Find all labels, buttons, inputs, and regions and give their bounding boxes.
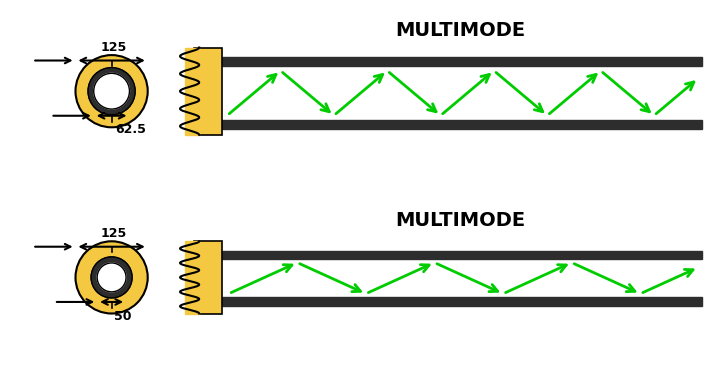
Bar	[222, 251, 702, 259]
Ellipse shape	[76, 241, 148, 314]
Bar	[185, 241, 199, 314]
Ellipse shape	[97, 263, 126, 292]
Text: 62.5: 62.5	[115, 124, 146, 136]
Bar	[222, 297, 702, 306]
Ellipse shape	[76, 55, 148, 127]
Text: MULTIMODE: MULTIMODE	[396, 211, 526, 230]
Bar	[222, 259, 702, 297]
Text: 50: 50	[114, 310, 132, 323]
Text: 125: 125	[100, 41, 127, 54]
Bar	[222, 120, 702, 129]
Bar	[222, 66, 702, 120]
Ellipse shape	[91, 257, 132, 298]
Bar	[194, 48, 222, 135]
Ellipse shape	[88, 68, 135, 115]
Bar	[194, 241, 222, 314]
Ellipse shape	[94, 73, 130, 109]
Bar	[185, 48, 199, 135]
Text: 125: 125	[100, 227, 127, 240]
Text: MULTIMODE: MULTIMODE	[396, 21, 526, 40]
Bar	[222, 57, 702, 66]
